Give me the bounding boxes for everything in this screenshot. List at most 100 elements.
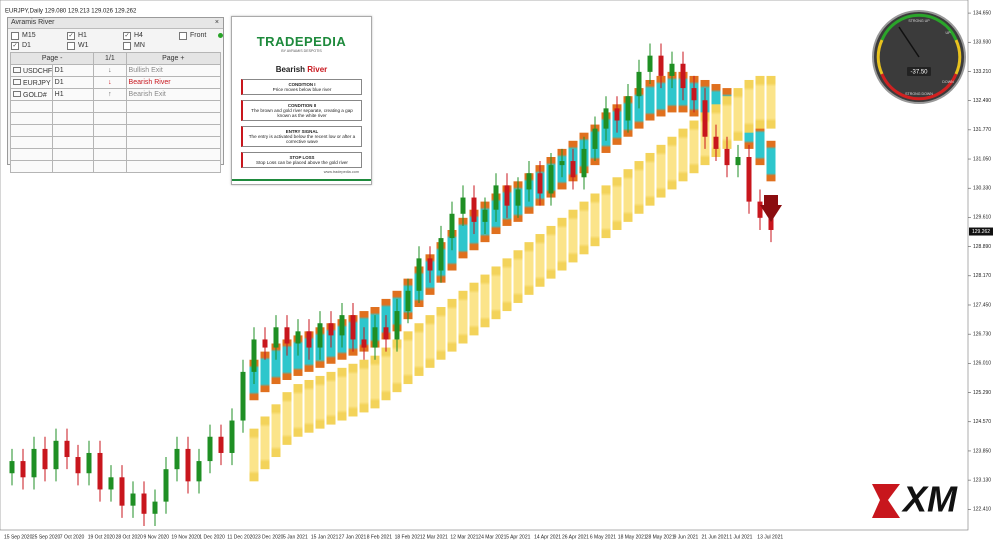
empty-cell xyxy=(125,148,222,161)
close-button[interactable]: × xyxy=(214,19,219,26)
checkbox[interactable]: ✓ xyxy=(67,31,75,40)
symbol-icon xyxy=(13,90,21,97)
checkbox[interactable] xyxy=(123,41,131,50)
timeframe-option[interactable]: Front xyxy=(179,31,226,40)
timeframe-option[interactable]: ✓ H4 xyxy=(123,31,179,40)
card-bar xyxy=(232,179,371,181)
symbol-icon xyxy=(13,78,21,85)
gauge-readout xyxy=(907,67,931,76)
candle-body xyxy=(163,469,169,502)
x-tick-label: 7 Oct 2020 xyxy=(60,534,85,540)
river-strip xyxy=(348,363,358,417)
river-strip xyxy=(458,217,468,259)
conditions: CONDITION I Price moves below blue river C… xyxy=(232,79,371,168)
candle-body xyxy=(647,55,653,72)
river-strip xyxy=(392,339,402,393)
arrow: ↑ xyxy=(93,88,127,101)
checkbox[interactable]: ✓ xyxy=(123,31,131,40)
river-strip xyxy=(546,225,556,279)
gauge: STRONG UP UP DOWN STRONG DOWN -37.50 xyxy=(872,10,966,104)
river-strip xyxy=(502,258,512,312)
candles xyxy=(9,43,774,526)
empty-cell xyxy=(10,160,53,173)
signal: Bullish Exit xyxy=(125,64,222,77)
river-strip xyxy=(766,75,776,129)
candle-body xyxy=(405,290,411,312)
river-strip xyxy=(315,375,325,429)
xm-logo: XM xyxy=(872,479,958,520)
sell-arrow-stem xyxy=(764,195,778,206)
river-strip xyxy=(403,331,413,385)
river-strip xyxy=(271,343,281,385)
candle-body xyxy=(339,315,345,336)
candle-body xyxy=(20,461,26,478)
checkbox[interactable]: ✓ xyxy=(11,41,19,50)
signal-row[interactable]: EURJPY D1 ↓ Bearish River xyxy=(10,76,222,89)
candle-body xyxy=(581,148,587,178)
timeframe-label: D1 xyxy=(22,42,31,49)
timeframe-option[interactable]: ✓ H1 xyxy=(67,31,123,40)
empty-cell xyxy=(93,124,127,137)
river-strip xyxy=(623,169,633,222)
x-tick-label: 26 Apr 2021 xyxy=(562,534,589,540)
signal-row[interactable]: GOLD# H1 ↑ Bearish Exit xyxy=(10,88,222,101)
river-strip xyxy=(304,379,314,433)
condition: STOP LOSS Stop Loss can be placed above t… xyxy=(241,152,362,168)
y-tick-label: 123.130 xyxy=(973,477,991,483)
river-strip xyxy=(722,96,732,149)
checkbox[interactable] xyxy=(67,41,75,50)
candle-body xyxy=(625,96,631,121)
condition-text: Stop Loss can be placed above the gold r… xyxy=(256,160,348,165)
river-strip xyxy=(260,416,270,470)
y-tick-label: 126.730 xyxy=(973,332,991,338)
timeframe-option[interactable]: W1 xyxy=(67,41,123,50)
x-tick-label: 15 Sep 2020 xyxy=(4,534,33,540)
page-next[interactable]: Page + xyxy=(125,52,222,65)
candle-body xyxy=(196,461,202,482)
x-tick-label: 12 Mar 2021 xyxy=(450,534,478,540)
empty-cell xyxy=(125,124,222,137)
x-tick-label: 5 Jan 2021 xyxy=(283,534,308,540)
gauge-up-arc xyxy=(880,13,958,41)
gauge-label: STRONG DOWN xyxy=(905,92,933,96)
x-tick-label: 28 May 2021 xyxy=(646,534,675,540)
status-dot xyxy=(218,33,223,38)
checkbox[interactable] xyxy=(179,31,187,40)
avramis-panel: Avramis River × M15 ✓ H1 ✓ H4 Front ✓ D1 W1 MN Pag… xyxy=(7,17,226,173)
candle-body xyxy=(328,323,334,336)
candle-body xyxy=(746,157,752,202)
x-tick-label: 21 Jun 2021 xyxy=(702,534,730,540)
empty-cell xyxy=(51,100,95,113)
page-prev[interactable]: Page - xyxy=(9,52,95,65)
url: www.tradepedia.com xyxy=(323,170,359,174)
last-price-label: 129.262 xyxy=(972,229,990,235)
brand: TRADEPEDIA xyxy=(256,34,347,49)
river-strip xyxy=(645,79,655,121)
timeframe-option[interactable]: M15 xyxy=(11,31,67,40)
y-tick-label: 131.770 xyxy=(973,127,991,133)
river-strip xyxy=(667,136,677,190)
empty-cell xyxy=(93,112,127,125)
x-tick-label: 13 Jul 2021 xyxy=(757,534,783,540)
y-tick-label: 134.650 xyxy=(973,10,991,16)
logo-mark xyxy=(872,484,900,518)
checkbox[interactable] xyxy=(11,31,19,40)
empty-cell xyxy=(93,100,127,113)
candle-body xyxy=(438,238,444,271)
symbol-cell: EURJPY xyxy=(10,76,53,89)
candle-body xyxy=(460,197,466,214)
symbol-cell: USDCHF xyxy=(10,64,53,77)
condition-text: The brown and gold river separate, creat… xyxy=(251,108,353,118)
river-strip xyxy=(480,274,490,328)
x-tick-label: 2 Mar 2021 xyxy=(423,534,449,540)
y-tick-label: 125.290 xyxy=(973,390,991,396)
y-tick-label: 128.170 xyxy=(973,273,991,279)
timeframe-option[interactable]: ✓ D1 xyxy=(11,41,67,50)
signal-row[interactable]: USDCHF D1 ↓ Bullish Exit xyxy=(10,64,222,77)
river-strip xyxy=(260,351,270,393)
timeframe-option[interactable]: MN xyxy=(123,41,179,50)
river-strip xyxy=(678,128,688,182)
panel-title-text: Avramis River xyxy=(11,19,55,26)
